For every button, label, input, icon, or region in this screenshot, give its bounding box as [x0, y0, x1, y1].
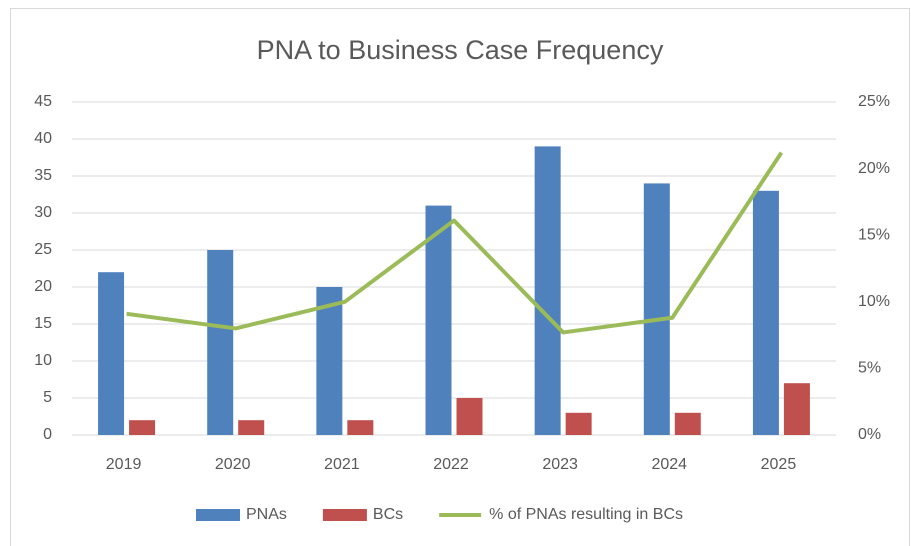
bar: [534, 146, 561, 435]
legend-label: % of PNAs resulting in BCs: [489, 506, 683, 523]
x-tick-label: 2020: [215, 456, 251, 473]
y2-tick-label: 25%: [858, 93, 890, 110]
bar: [207, 250, 234, 435]
y-tick-label: 30: [34, 204, 52, 221]
x-tick-label: 2025: [761, 456, 797, 473]
y2-tick-label: 5%: [858, 360, 881, 377]
chart-title: PNA to Business Case Frequency: [257, 35, 664, 65]
bar: [425, 205, 452, 435]
y2-tick-label: 20%: [858, 160, 890, 177]
y-tick-label: 35: [34, 167, 52, 184]
bar: [643, 183, 670, 435]
y2-tick-label: 15%: [858, 226, 890, 243]
bar: [129, 420, 156, 435]
bar: [565, 412, 592, 435]
x-tick-label: 2023: [542, 456, 578, 473]
y-tick-label: 20: [34, 278, 52, 295]
legend-label: PNAs: [246, 506, 287, 523]
bar: [98, 272, 125, 435]
bar: [347, 420, 374, 435]
y-tick-label: 40: [34, 130, 52, 147]
x-tick-label: 2022: [433, 456, 469, 473]
bar: [316, 287, 343, 435]
y2-tick-label: 10%: [858, 293, 890, 310]
y-tick-label: 25: [34, 241, 52, 258]
y-tick-label: 5: [43, 389, 52, 406]
y-tick-label: 15: [34, 315, 52, 332]
legend-label: BCs: [373, 506, 403, 523]
bar: [674, 412, 701, 435]
bar: [238, 420, 265, 435]
x-tick-label: 2019: [106, 456, 142, 473]
legend-swatch: [196, 509, 240, 521]
bar: [752, 190, 779, 435]
legend-swatch: [322, 509, 367, 521]
y2-tick-label: 0%: [858, 426, 881, 443]
x-tick-label: 2024: [651, 456, 687, 473]
y-tick-label: 10: [34, 352, 52, 369]
bar: [783, 383, 810, 435]
y-tick-label: 0: [43, 426, 52, 443]
x-tick-label: 2021: [324, 456, 360, 473]
y-tick-label: 45: [34, 93, 52, 110]
bar: [456, 398, 483, 435]
line-series: [126, 151, 784, 335]
